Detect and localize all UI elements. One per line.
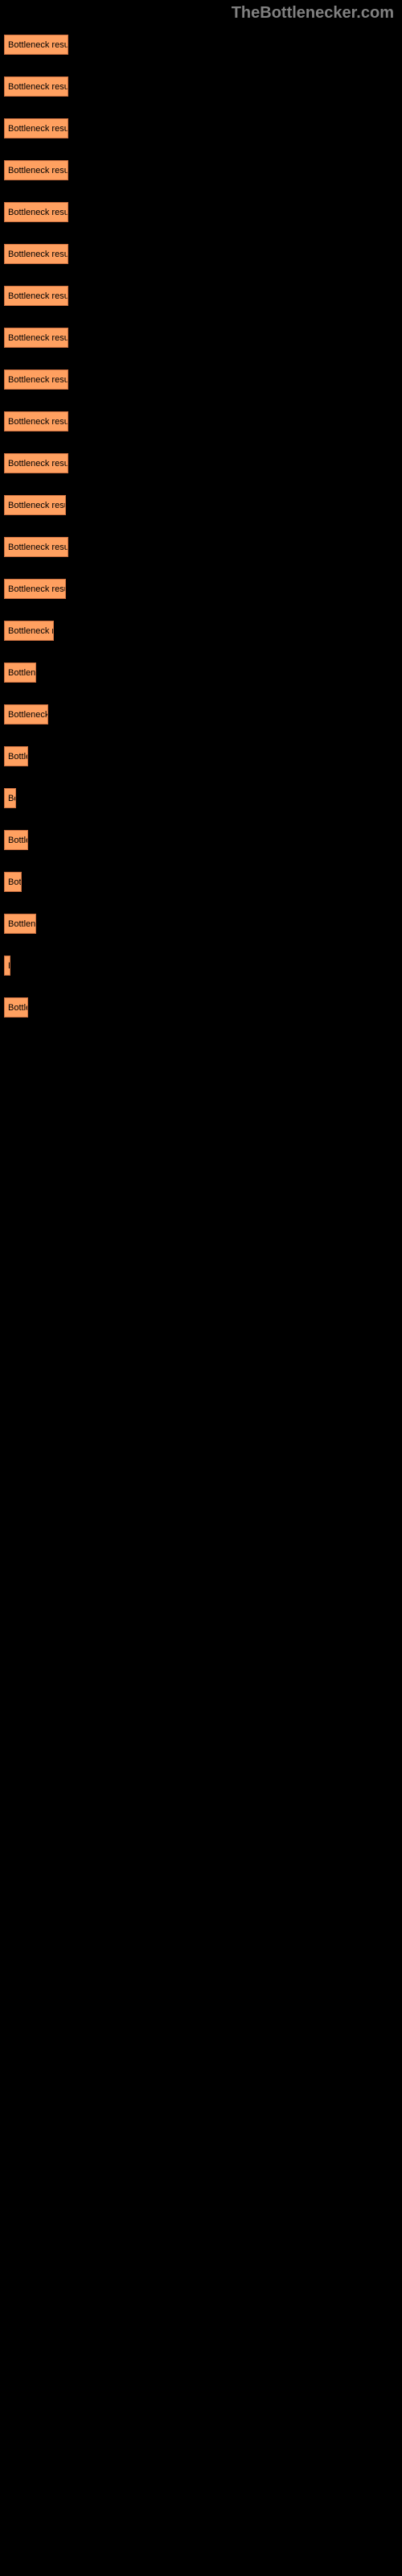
bar-row: Bottleneck result (4, 244, 398, 264)
chart-bar: Bottleneck re (4, 621, 54, 641)
bar-row: Bottleneck (4, 704, 398, 724)
bar-label: Bottleneck resul (8, 501, 66, 510)
bar-row: Bottleneck result (4, 160, 398, 180)
bar-label: Bottleneck result (8, 291, 68, 301)
bar-label: Bottleneck result (8, 543, 68, 552)
chart-bar: Bottleneck resul (4, 495, 66, 515)
chart-bar: Bottleneck result (4, 328, 68, 348)
chart-bar: Bottleneck result (4, 35, 68, 55)
chart-bar: Bottleneck result (4, 160, 68, 180)
chart-bar: Bottleneck result (4, 76, 68, 97)
chart-bar: Bottlene (4, 663, 36, 683)
bar-row: Bottlene (4, 914, 398, 934)
chart-container: Bottleneck result Bottleneck result Bottle… (0, 27, 402, 1047)
bar-label: Bottle (8, 836, 28, 845)
bar-label: Bott (8, 877, 22, 887)
bar-label: Bottleneck result (8, 208, 68, 217)
bar-row: Bottleneck result (4, 118, 398, 138)
bar-row: Bottleneck re (4, 621, 398, 641)
bar-label: B (8, 961, 10, 971)
bar-label: Bottleneck result (8, 250, 68, 259)
bar-row: Bottleneck result (4, 286, 398, 306)
bar-row: B (4, 956, 398, 976)
chart-bar: Bottle (4, 746, 28, 766)
chart-bar: Bottleneck result (4, 244, 68, 264)
bar-row: Bottlene (4, 663, 398, 683)
bar-row: Bottleneck result (4, 369, 398, 390)
chart-bar: Bottlene (4, 914, 36, 934)
bar-row: Bottleneck result (4, 35, 398, 55)
chart-bar: Bottle (4, 997, 28, 1018)
chart-bar: Bottleneck result (4, 286, 68, 306)
bar-row: Bottleneck result (4, 202, 398, 222)
chart-bar: Bottleneck result (4, 411, 68, 431)
bar-label: Bottlene (8, 919, 36, 929)
bar-row: Bott (4, 872, 398, 892)
bar-row: Bottle (4, 746, 398, 766)
bar-row: Bottle (4, 830, 398, 850)
bar-row: Bottleneck result (4, 453, 398, 473)
chart-bar: Bottleneck resul (4, 579, 66, 599)
chart-bar: Bottleneck result (4, 453, 68, 473)
chart-bar: Bottleneck result (4, 369, 68, 390)
bar-label: Bottleneck result (8, 166, 68, 175)
chart-bar: Bo (4, 788, 16, 808)
bar-label: Bo (8, 794, 16, 803)
bar-label: Bottleneck re (8, 626, 54, 636)
bar-label: Bottleneck result (8, 459, 68, 469)
chart-bar: Bottleneck (4, 704, 48, 724)
bar-label: Bottleneck result (8, 417, 68, 427)
bar-label: Bottleneck resul (8, 584, 66, 594)
bar-label: Bottleneck (8, 710, 48, 720)
bar-row: Bottleneck result (4, 76, 398, 97)
bar-row: Bottleneck resul (4, 495, 398, 515)
bar-label: Bottleneck result (8, 40, 68, 50)
chart-bar: Bott (4, 872, 22, 892)
header-title: TheBottlenecker.com (0, 0, 402, 27)
bar-label: Bottleneck result (8, 82, 68, 92)
bar-label: Bottlene (8, 668, 36, 678)
bar-row: Bottleneck result (4, 328, 398, 348)
bar-label: Bottleneck result (8, 375, 68, 385)
bar-row: Bottleneck result (4, 537, 398, 557)
bar-row: Bo (4, 788, 398, 808)
bar-row: Bottleneck resul (4, 579, 398, 599)
chart-bar: B (4, 956, 10, 976)
chart-bar: Bottleneck result (4, 537, 68, 557)
chart-bar: Bottleneck result (4, 202, 68, 222)
bar-label: Bottle (8, 752, 28, 762)
bar-label: Bottle (8, 1003, 28, 1013)
bar-label: Bottleneck result (8, 333, 68, 343)
chart-bar: Bottleneck result (4, 118, 68, 138)
bar-label: Bottleneck result (8, 124, 68, 134)
bar-row: Bottle (4, 997, 398, 1018)
bar-row: Bottleneck result (4, 411, 398, 431)
chart-bar: Bottle (4, 830, 28, 850)
